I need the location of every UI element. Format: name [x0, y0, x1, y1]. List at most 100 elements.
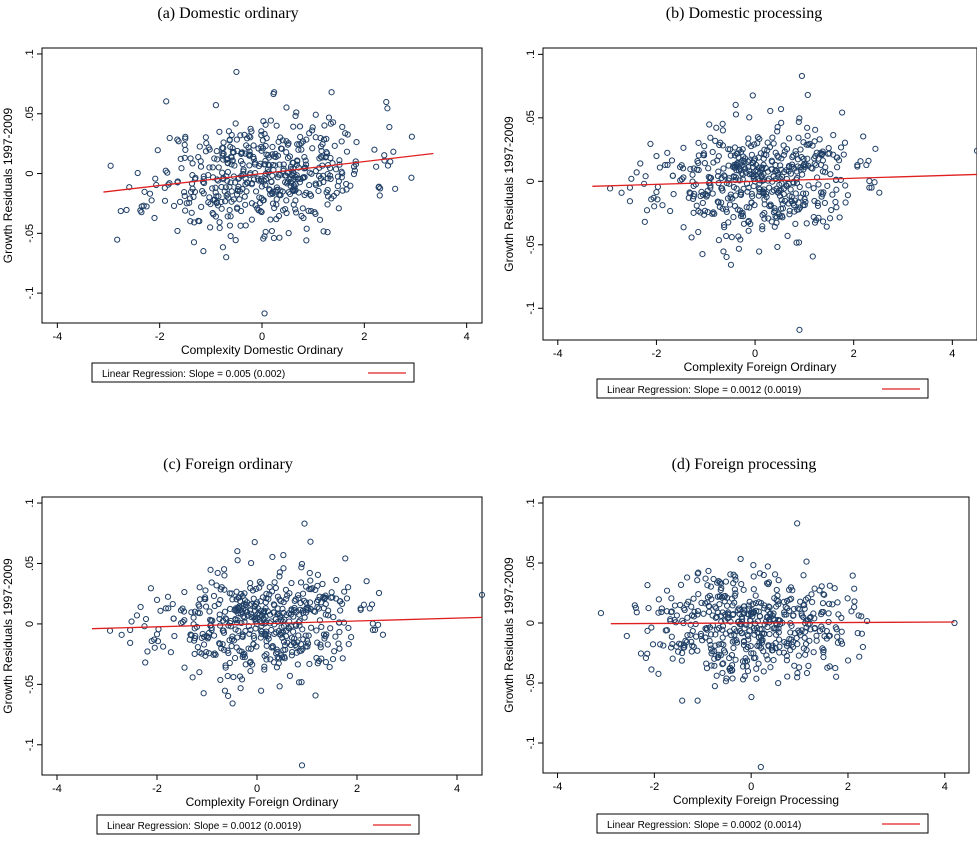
data-point [270, 644, 277, 651]
data-point [220, 156, 227, 163]
data-point [267, 656, 274, 663]
data-point [312, 181, 320, 189]
data-point [345, 641, 352, 648]
data-point [774, 189, 782, 196]
data-point [756, 570, 763, 577]
data-point [739, 658, 747, 665]
data-point [352, 158, 359, 165]
data-point [690, 643, 697, 650]
data-point [784, 673, 791, 680]
data-point [756, 626, 763, 633]
data-point [177, 607, 185, 614]
data-point [234, 634, 241, 641]
data-point [212, 651, 219, 658]
data-point [760, 668, 767, 675]
data-point [243, 599, 251, 606]
data-point [269, 161, 277, 169]
data-point [256, 578, 263, 586]
data-point [318, 599, 325, 606]
data-point [289, 648, 296, 656]
data-point [777, 162, 784, 169]
data-point [221, 687, 229, 694]
data-point [171, 632, 178, 640]
data-point [313, 598, 321, 606]
data-point [200, 641, 208, 648]
data-point [772, 161, 779, 169]
data-point [118, 631, 125, 638]
data-point [216, 611, 223, 618]
data-point [804, 91, 811, 99]
data-point [262, 157, 269, 164]
data-point [294, 141, 301, 148]
data-point [309, 585, 316, 592]
data-point [699, 199, 706, 207]
data-point [276, 569, 283, 576]
data-point [353, 139, 360, 146]
data-point [181, 189, 188, 196]
data-point [174, 227, 181, 235]
data-point [814, 199, 821, 207]
data-point [375, 589, 383, 597]
data-point [295, 679, 303, 686]
data-point [316, 180, 323, 187]
data-point [752, 600, 760, 607]
data-point [722, 578, 730, 585]
data-point [317, 644, 324, 651]
data-point [822, 164, 829, 171]
data-point [818, 193, 825, 200]
data-point [144, 648, 151, 655]
data-point [246, 148, 253, 155]
data-point [183, 200, 190, 207]
data-point [816, 136, 823, 143]
data-point [731, 599, 738, 606]
data-point [239, 185, 246, 193]
data-point [152, 175, 159, 182]
data-point [295, 146, 302, 153]
data-point [800, 645, 807, 652]
data-point [262, 161, 269, 168]
data-point [214, 156, 221, 163]
data-point [232, 120, 239, 127]
data-point [701, 143, 708, 150]
data-point [824, 182, 831, 189]
data-point [287, 641, 295, 649]
data-point [332, 166, 340, 173]
data-point [739, 615, 746, 623]
data-point [606, 185, 614, 192]
data-point [742, 169, 750, 176]
data-point [708, 596, 715, 603]
data-point [260, 235, 267, 242]
data-point [239, 160, 246, 168]
data-point [268, 588, 276, 595]
data-point [717, 652, 724, 659]
data-point [210, 632, 218, 639]
data-point [704, 582, 711, 589]
data-point [821, 199, 828, 207]
data-point [307, 577, 314, 584]
data-point [237, 590, 245, 598]
data-point [283, 209, 290, 217]
data-point [650, 194, 657, 201]
data-point [834, 639, 841, 646]
data-point [259, 145, 267, 152]
plot-frame [41, 496, 483, 776]
data-point [745, 135, 752, 142]
data-point [779, 200, 786, 207]
data-point [699, 191, 707, 198]
data-point [235, 627, 242, 634]
data-point [815, 181, 822, 188]
data-point [810, 185, 817, 192]
data-point [315, 605, 323, 612]
data-point [181, 617, 188, 624]
x-tick-label: 2 [354, 783, 360, 795]
data-point [187, 188, 195, 195]
data-point [823, 223, 830, 230]
legend-text: Linear Regression: Slope = 0.005 (0.002) [102, 369, 285, 380]
data-point [760, 161, 767, 168]
data-point [695, 228, 702, 236]
data-point [316, 216, 324, 223]
data-point [839, 109, 846, 116]
data-point [756, 612, 763, 620]
data-point [761, 621, 768, 628]
x-tick-label: 2 [361, 331, 367, 343]
